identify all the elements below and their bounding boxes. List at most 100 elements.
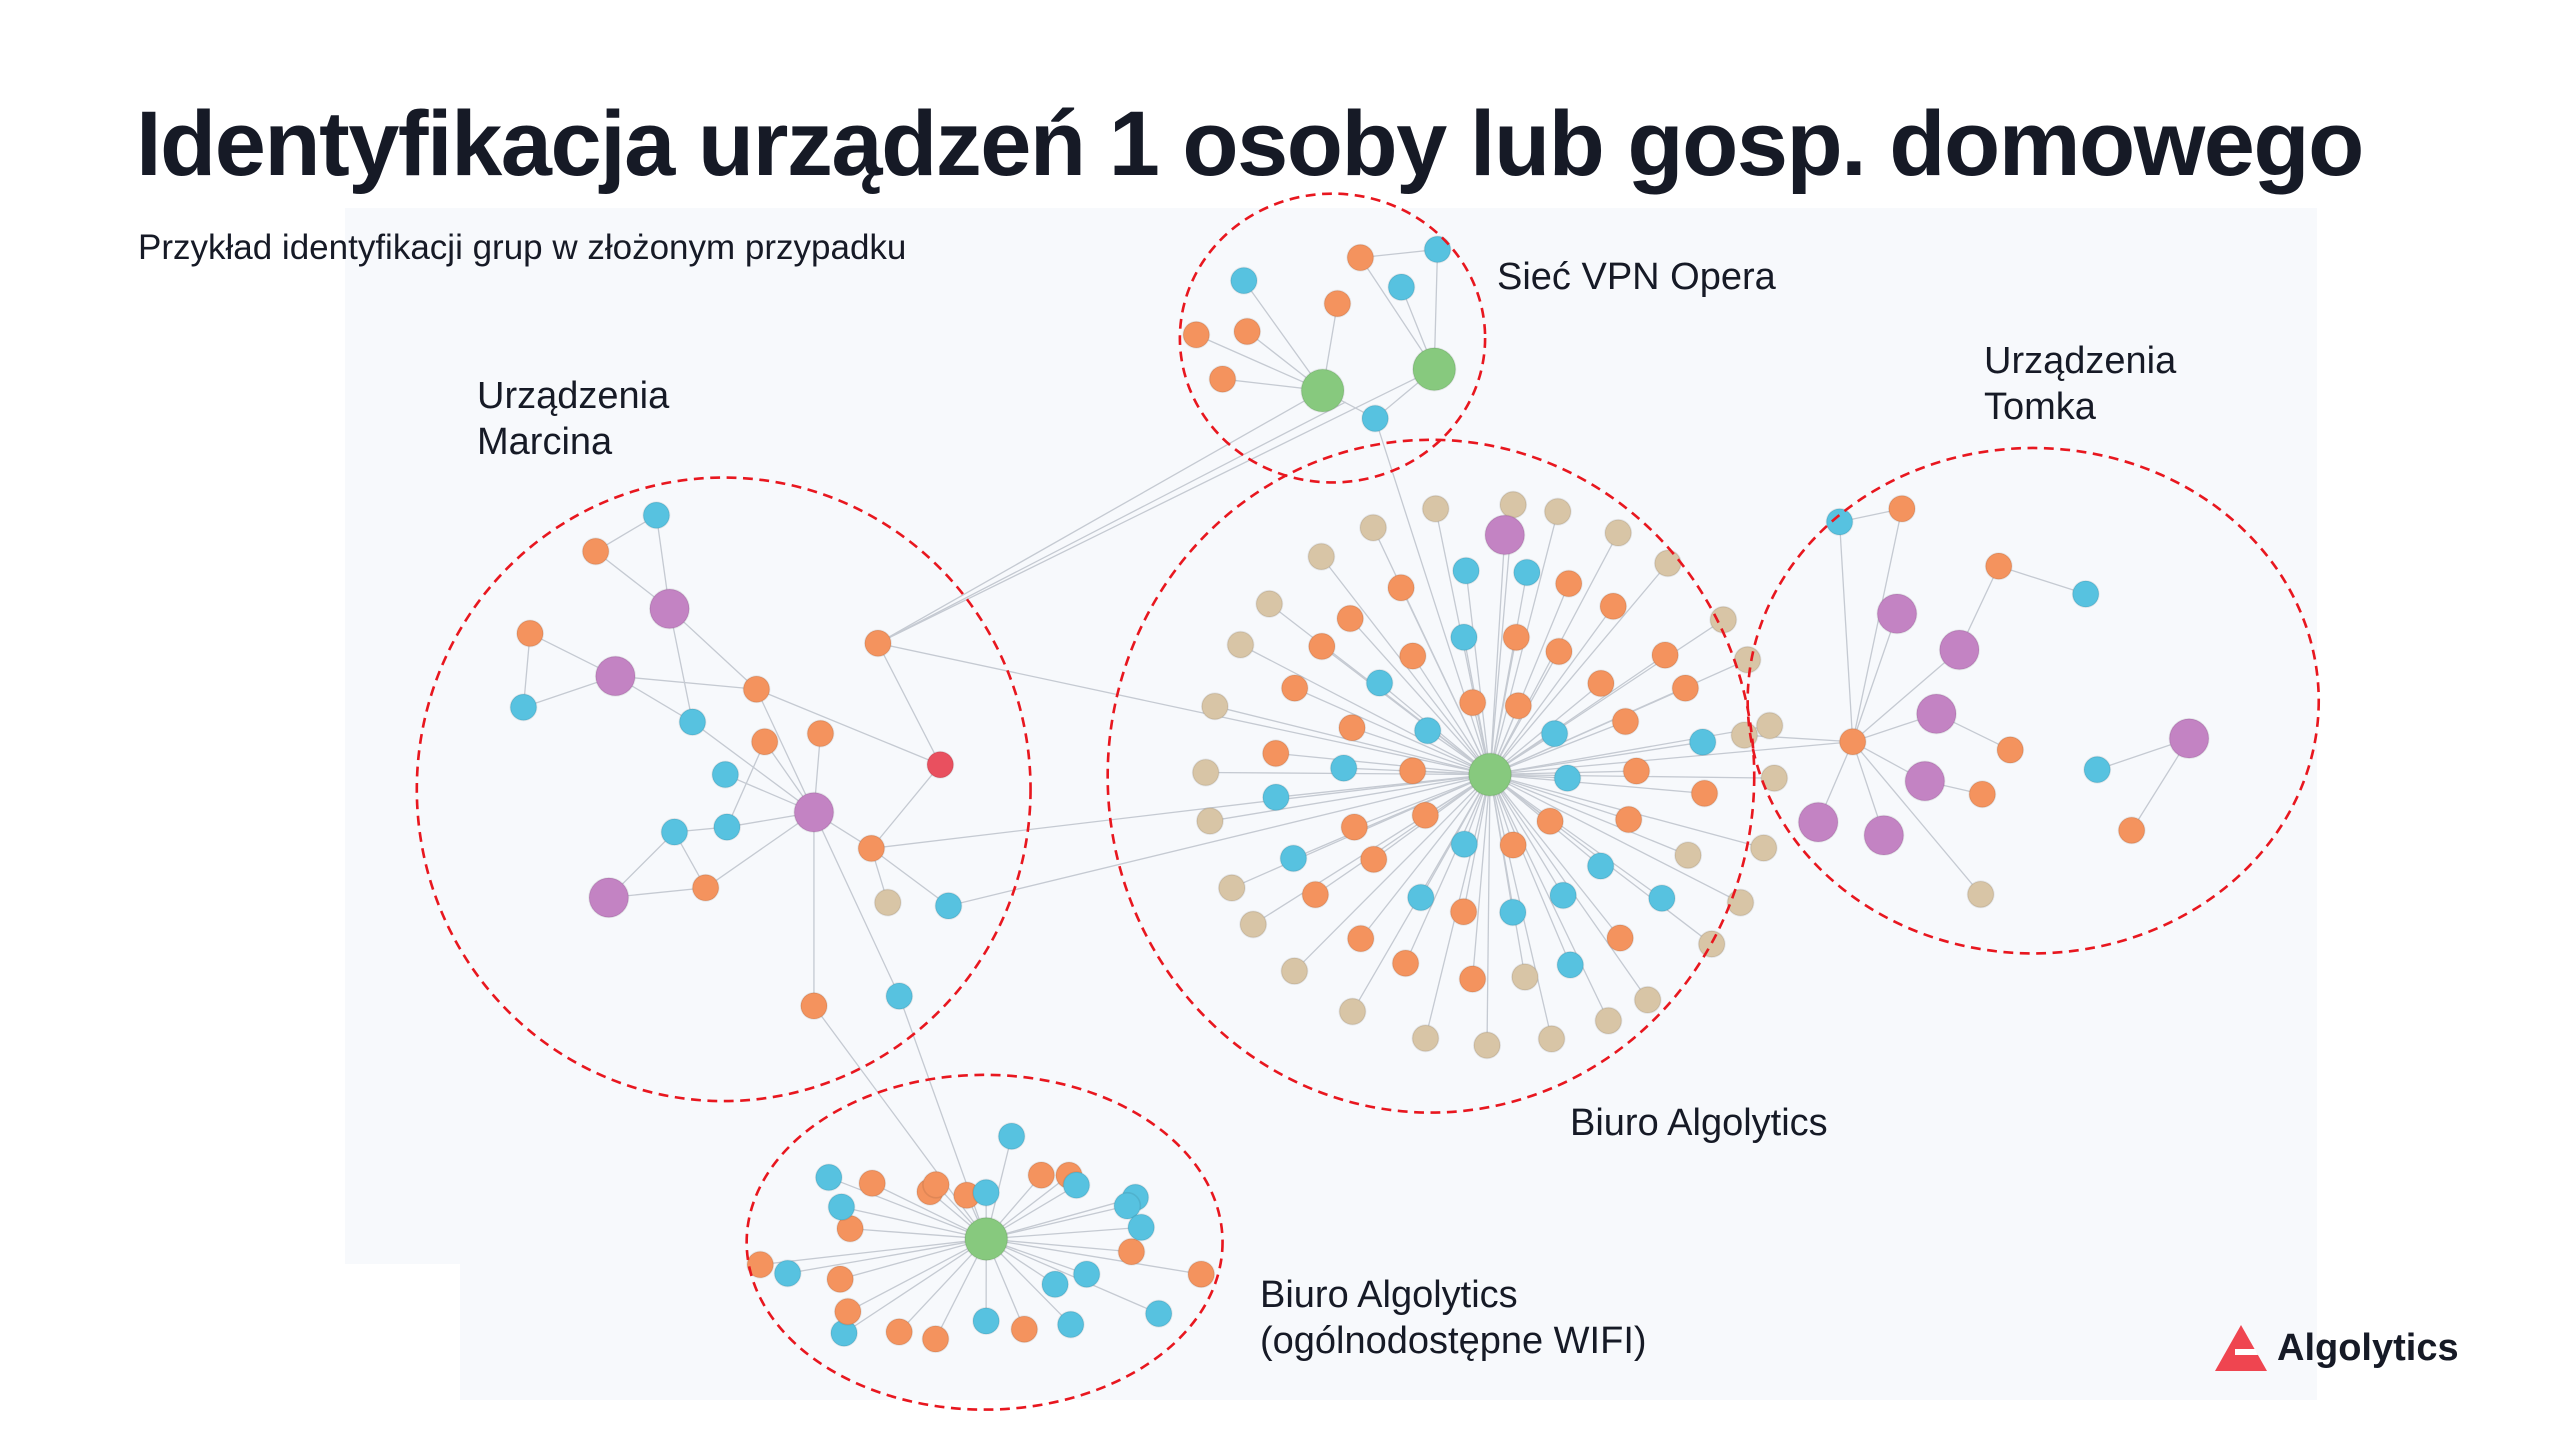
graph-node[interactable] xyxy=(1554,569,1583,598)
graph-node[interactable] xyxy=(793,791,835,833)
graph-node[interactable] xyxy=(1359,513,1388,542)
graph-node[interactable] xyxy=(1365,669,1394,697)
graph-node[interactable] xyxy=(642,501,671,530)
graph-node[interactable] xyxy=(711,760,740,789)
graph-node[interactable] xyxy=(1261,739,1290,768)
graph-node[interactable] xyxy=(1361,404,1390,433)
graph-node[interactable] xyxy=(1876,593,1918,635)
graph-node[interactable] xyxy=(746,1250,775,1279)
graph-node[interactable] xyxy=(581,537,610,566)
graph-node[interactable] xyxy=(1996,735,2025,764)
graph-node[interactable] xyxy=(2071,580,2100,608)
graph-node[interactable] xyxy=(1458,965,1487,993)
graph-node[interactable] xyxy=(1027,1161,1056,1190)
graph-node[interactable] xyxy=(1749,834,1778,862)
graph-node[interactable] xyxy=(972,1306,1001,1335)
graph-node[interactable] xyxy=(1599,592,1628,621)
graph-node[interactable] xyxy=(1072,1260,1101,1289)
graph-node[interactable] xyxy=(1217,873,1246,902)
graph-node[interactable] xyxy=(1113,1191,1142,1220)
graph-node[interactable] xyxy=(1594,1006,1623,1035)
graph-node[interactable] xyxy=(1760,764,1789,793)
graph-node[interactable] xyxy=(1726,888,1755,917)
graph-node[interactable] xyxy=(1117,1237,1146,1266)
graph-node[interactable] xyxy=(1280,957,1309,986)
graph-node[interactable] xyxy=(1484,514,1526,556)
graph-node[interactable] xyxy=(1196,807,1224,836)
graph-node[interactable] xyxy=(1536,807,1565,836)
graph-node[interactable] xyxy=(1450,830,1479,859)
graph-node[interactable] xyxy=(1346,924,1375,953)
graph-node[interactable] xyxy=(1838,727,1867,756)
graph-node[interactable] xyxy=(1966,880,1995,909)
graph-node[interactable] xyxy=(1611,707,1640,736)
graph-node[interactable] xyxy=(833,1297,862,1326)
graph-node[interactable] xyxy=(972,1178,1001,1207)
graph-node[interactable] xyxy=(1423,235,1452,264)
graph-node[interactable] xyxy=(1755,711,1784,740)
graph-node[interactable] xyxy=(922,1170,950,1199)
graph-node[interactable] xyxy=(1449,623,1478,652)
graph-node[interactable] xyxy=(1338,997,1367,1026)
graph-node[interactable] xyxy=(1606,924,1635,952)
graph-node[interactable] xyxy=(1359,845,1388,874)
graph-node[interactable] xyxy=(1968,780,1997,809)
graph-node[interactable] xyxy=(750,727,779,756)
graph-node[interactable] xyxy=(997,1122,1026,1151)
graph-node[interactable] xyxy=(1056,1310,1085,1339)
graph-node[interactable] xyxy=(1498,898,1527,927)
graph-node[interactable] xyxy=(1697,930,1726,959)
graph-node[interactable] xyxy=(649,588,691,630)
graph-node[interactable] xyxy=(1887,494,1916,523)
graph-node[interactable] xyxy=(1540,719,1569,748)
graph-node[interactable] xyxy=(1255,589,1284,618)
graph-node[interactable] xyxy=(1041,1270,1070,1299)
graph-node[interactable] xyxy=(2083,755,2112,784)
graph-node[interactable] xyxy=(660,818,689,846)
graph-node[interactable] xyxy=(773,1259,802,1288)
graph-node[interactable] xyxy=(1338,713,1366,742)
graph-node[interactable] xyxy=(1336,604,1365,633)
graph-node[interactable] xyxy=(1262,783,1290,812)
graph-node[interactable] xyxy=(1300,368,1345,413)
graph-node[interactable] xyxy=(1127,1213,1156,1242)
graph-node[interactable] xyxy=(1733,645,1762,674)
graph-node[interactable] xyxy=(1622,757,1651,785)
graph-node[interactable] xyxy=(1984,552,2013,581)
graph-node[interactable] xyxy=(1537,1024,1566,1053)
graph-node[interactable] xyxy=(1512,558,1541,587)
graph-node[interactable] xyxy=(1499,831,1528,859)
graph-node[interactable] xyxy=(1323,289,1352,318)
graph-node[interactable] xyxy=(1467,752,1513,797)
graph-node[interactable] xyxy=(1340,813,1369,842)
graph-node[interactable] xyxy=(1614,805,1643,834)
graph-node[interactable] xyxy=(1904,760,1946,802)
graph-node[interactable] xyxy=(742,675,771,704)
graph-node[interactable] xyxy=(814,1163,843,1192)
graph-node[interactable] xyxy=(1504,691,1533,720)
graph-node[interactable] xyxy=(858,1169,887,1198)
graph-node[interactable] xyxy=(1200,692,1229,721)
graph-node[interactable] xyxy=(516,619,544,648)
graph-node[interactable] xyxy=(1010,1315,1039,1344)
graph-node[interactable] xyxy=(1544,637,1573,666)
graph-node[interactable] xyxy=(1307,632,1336,661)
graph-node[interactable] xyxy=(826,1265,855,1294)
graph-node[interactable] xyxy=(1391,949,1420,978)
graph-node[interactable] xyxy=(691,873,720,902)
graph-node[interactable] xyxy=(1674,841,1702,870)
graph-node[interactable] xyxy=(827,1193,856,1221)
graph-node[interactable] xyxy=(1144,1299,1173,1328)
graph-node[interactable] xyxy=(1411,1024,1440,1053)
graph-node[interactable] xyxy=(1398,756,1427,785)
graph-node[interactable] xyxy=(1398,642,1427,670)
graph-node[interactable] xyxy=(1647,884,1676,913)
graph-node[interactable] xyxy=(588,877,630,919)
graph-node[interactable] xyxy=(1329,754,1358,783)
graph-node[interactable] xyxy=(1301,880,1330,909)
graph-node[interactable] xyxy=(1651,641,1680,670)
graph-node[interactable] xyxy=(806,719,835,748)
graph-node[interactable] xyxy=(1452,556,1480,585)
graph-node[interactable] xyxy=(1863,814,1905,856)
graph-node[interactable] xyxy=(1411,801,1440,830)
